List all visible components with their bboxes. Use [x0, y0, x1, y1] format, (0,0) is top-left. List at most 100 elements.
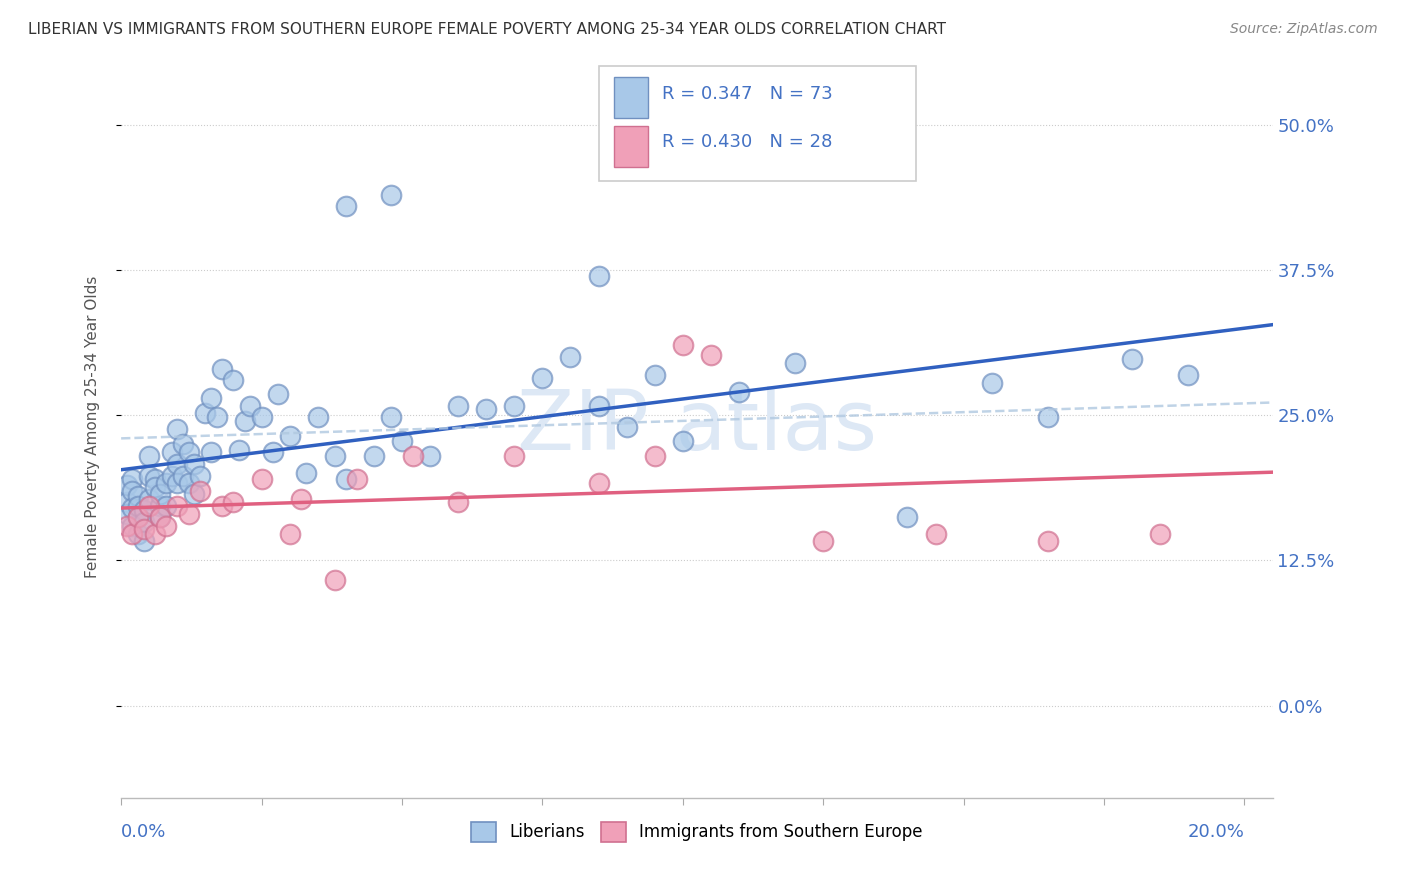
Point [980, 376, 1002, 390]
Y-axis label: Female Poverty Among 25-34 Year Olds: Female Poverty Among 25-34 Year Olds [86, 276, 100, 578]
Point [143, 472, 166, 486]
Point [127, 490, 149, 504]
Point [222, 373, 245, 387]
Point [222, 495, 245, 509]
Point [1121, 352, 1143, 367]
Point [149, 510, 172, 524]
Point [250, 410, 273, 425]
Point [138, 468, 160, 483]
Point [380, 410, 402, 425]
Point [672, 338, 695, 352]
Point [172, 437, 194, 451]
Point [166, 475, 188, 490]
Point [896, 510, 918, 524]
Point [700, 348, 723, 362]
Point [149, 499, 172, 513]
Point [205, 410, 228, 425]
Text: R = 0.347   N = 73: R = 0.347 N = 73 [662, 85, 832, 103]
Point [924, 526, 946, 541]
Point [391, 434, 413, 448]
Point [1036, 533, 1059, 548]
Point [127, 526, 149, 541]
Point [121, 483, 143, 498]
Point [172, 468, 194, 483]
Point [149, 510, 172, 524]
FancyBboxPatch shape [614, 126, 648, 167]
Point [560, 350, 582, 364]
Point [588, 268, 610, 283]
Point [447, 399, 470, 413]
Point [121, 518, 143, 533]
Point [644, 449, 666, 463]
Point [188, 483, 211, 498]
Point [121, 472, 143, 486]
Point [278, 526, 301, 541]
FancyBboxPatch shape [614, 78, 648, 119]
Point [475, 402, 498, 417]
Text: 0.0%: 0.0% [121, 823, 166, 841]
Text: Source: ZipAtlas.com: Source: ZipAtlas.com [1230, 22, 1378, 37]
Point [121, 526, 143, 541]
Point [672, 434, 695, 448]
Point [728, 384, 751, 399]
Point [160, 445, 183, 459]
Point [503, 399, 526, 413]
Point [138, 499, 160, 513]
Point [115, 495, 138, 509]
Point [290, 491, 312, 506]
FancyBboxPatch shape [599, 66, 915, 181]
Point [616, 419, 638, 434]
Point [177, 445, 200, 459]
Point [200, 391, 222, 405]
Point [138, 449, 160, 463]
Point [177, 475, 200, 490]
Point [307, 410, 329, 425]
Point [295, 467, 318, 481]
Point [143, 526, 166, 541]
Point [588, 475, 610, 490]
Point [160, 468, 183, 483]
Point [155, 518, 177, 533]
Point [262, 445, 284, 459]
Point [323, 449, 346, 463]
Point [250, 472, 273, 486]
Point [127, 510, 149, 524]
Point [419, 449, 441, 463]
Text: 20.0%: 20.0% [1188, 823, 1244, 841]
Point [233, 414, 256, 428]
Point [503, 449, 526, 463]
Point [188, 468, 211, 483]
Point [115, 518, 138, 533]
Point [115, 478, 138, 492]
Point [155, 475, 177, 490]
Text: R = 0.430   N = 28: R = 0.430 N = 28 [662, 133, 832, 151]
Point [149, 487, 172, 501]
Point [335, 472, 357, 486]
Point [194, 406, 217, 420]
Text: LIBERIAN VS IMMIGRANTS FROM SOUTHERN EUROPE FEMALE POVERTY AMONG 25-34 YEAR OLDS: LIBERIAN VS IMMIGRANTS FROM SOUTHERN EUR… [28, 22, 946, 37]
Point [267, 387, 290, 401]
Point [166, 457, 188, 471]
Point [132, 503, 155, 517]
Legend: Liberians, Immigrants from Southern Europe: Liberians, Immigrants from Southern Euro… [471, 822, 922, 842]
Point [323, 573, 346, 587]
Point [211, 361, 233, 376]
Point [127, 499, 149, 513]
Point [380, 187, 402, 202]
Point [143, 480, 166, 494]
Point [177, 507, 200, 521]
Point [166, 422, 188, 436]
Point [346, 472, 368, 486]
Point [132, 533, 155, 548]
Point [363, 449, 385, 463]
Point [447, 495, 470, 509]
Point [1149, 526, 1171, 541]
Point [183, 457, 205, 471]
Point [155, 499, 177, 513]
Point [1177, 368, 1199, 382]
Point [127, 510, 149, 524]
Point [588, 399, 610, 413]
Point [335, 199, 357, 213]
Point [278, 429, 301, 443]
Text: ZIP atlas: ZIP atlas [517, 386, 877, 467]
